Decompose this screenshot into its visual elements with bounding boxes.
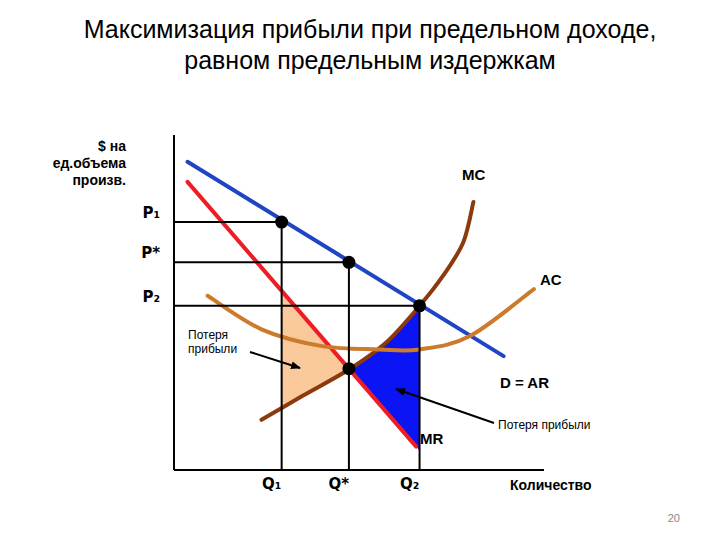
annotation: Потеря прибыли [188,328,268,356]
title: Максимизация прибыли при предельном дохо… [40,14,700,76]
annotation-arrow [250,352,300,368]
point [413,299,426,312]
annotation-arrow [396,389,494,423]
x-tick-label: Q₂ [400,475,419,493]
curve [262,202,474,420]
x-tick-label: Q* [329,475,350,493]
y-tick-label: P* [141,244,160,262]
y-label: $ на ед.объема произв. [44,138,126,189]
y-tick-label: P₁ [142,204,160,222]
price-guide [174,221,282,223]
x-tick-label: Q₁ [262,475,281,493]
curve-label: MC [462,166,485,183]
price-guide [174,261,349,263]
curve-label: D = AR [500,374,549,391]
annotation: Потеря прибыли [498,418,591,432]
chart: P₁ P* P₂ Q₁ Q* Q₂ Количество D = AR MR MC AC Потеря… [0,0,720,540]
page-number: 20 [668,512,680,524]
mr-mc-point [342,362,355,375]
stage: Максимизация прибыли при предельном дохо… [0,0,720,540]
curve-label: AC [540,271,562,288]
point [342,256,355,269]
quantity-guide [281,222,283,470]
point [275,216,288,229]
curve-label: MR [420,430,443,447]
y-tick-label: P₂ [142,288,160,306]
x-axis [174,469,544,471]
x-label: Количество [510,477,592,493]
price-guide [174,305,420,307]
y-axis [173,135,175,470]
curve [208,289,534,350]
